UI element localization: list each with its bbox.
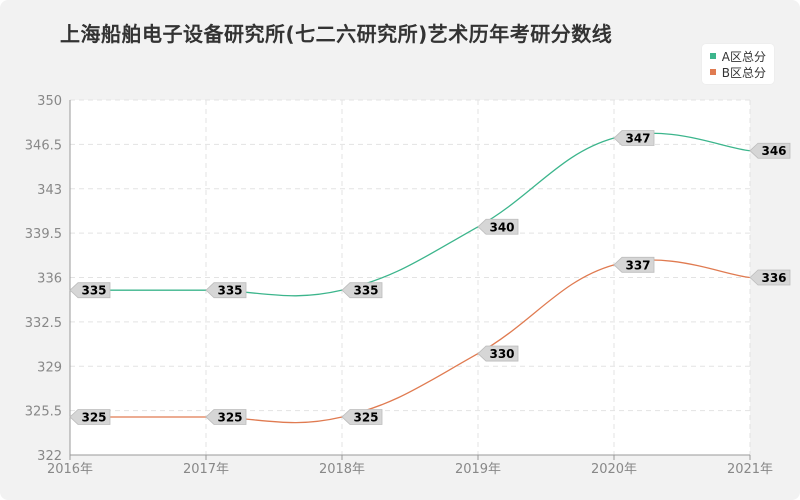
legend-label-a: A区总分: [721, 49, 766, 64]
data-label: 330: [477, 345, 519, 362]
y-tick-label: 325.5: [25, 405, 62, 420]
data-label-text: 337: [625, 258, 650, 272]
data-label: 340: [477, 218, 519, 235]
data-label-text: 336: [761, 271, 786, 285]
chart-title: 上海船舶电子设备研究所(七二六研究所)艺术历年考研分数线: [60, 22, 613, 46]
y-tick-label: 346.5: [25, 138, 62, 153]
data-label: 335: [205, 282, 247, 299]
y-tick-label: 329: [37, 360, 62, 375]
data-label-text: 325: [81, 410, 106, 424]
data-label-box: [205, 282, 247, 299]
data-label: 337: [613, 256, 655, 273]
data-label-text: 335: [353, 284, 378, 298]
data-label: 335: [69, 282, 111, 299]
data-label-text: 340: [489, 220, 514, 234]
data-label-box: [341, 409, 383, 425]
y-tick-label: 336: [37, 272, 62, 287]
legend-item-a[interactable]: A区总分: [709, 48, 766, 64]
data-labels: 335 335 335 340 347 346 325 325 325 330 337 336: [69, 130, 791, 425]
legend: A区总分 B区总分: [701, 44, 774, 84]
x-tick-label: 2021年: [727, 462, 773, 477]
data-label: 325: [205, 409, 247, 425]
y-tick-label: 332.5: [25, 316, 62, 331]
data-label: 346: [749, 142, 791, 159]
data-label-text: 330: [489, 347, 514, 361]
data-label: 336: [749, 269, 791, 286]
data-label-text: 325: [217, 410, 242, 424]
data-label: 335: [341, 282, 383, 299]
legend-swatch-a: [709, 53, 716, 59]
data-label-text: 347: [625, 132, 650, 146]
x-tick-label: 2019年: [455, 462, 501, 477]
data-label-box: [749, 142, 791, 159]
data-label-box: [341, 282, 383, 299]
legend-label-b: B区总分: [721, 65, 766, 80]
data-label-text: 335: [217, 284, 242, 298]
x-tick-label: 2016年: [47, 462, 93, 477]
x-tick-label: 2018年: [319, 462, 365, 477]
data-label-box: [613, 256, 655, 273]
y-tick-label: 350: [37, 94, 62, 109]
x-tick-label: 2017年: [183, 462, 229, 477]
data-label-text: 325: [353, 410, 378, 424]
data-label-box: [69, 409, 111, 425]
legend-swatch-b: [709, 69, 716, 75]
y-tick-label: 339.5: [25, 227, 62, 242]
plot-area: [70, 100, 750, 455]
data-label-text: 335: [81, 284, 106, 298]
y-tick-label: 343: [37, 183, 62, 198]
data-label-box: [613, 130, 655, 146]
axes: 322 325.5 329 332.5 336 339.5 343 346.5 350 2016年…: [25, 94, 773, 477]
data-label: 347: [613, 130, 655, 146]
data-label-box: [205, 409, 247, 425]
data-label-text: 346: [761, 144, 786, 158]
data-label-box: [477, 345, 519, 362]
legend-item-b[interactable]: B区总分: [709, 64, 766, 80]
data-label-box: [69, 282, 111, 299]
data-label: 325: [341, 409, 383, 425]
data-label-box: [477, 218, 519, 235]
data-label-box: [749, 269, 791, 286]
x-tick-label: 2020年: [591, 462, 637, 477]
y-tick-label: 322: [37, 449, 62, 464]
data-label: 325: [69, 409, 111, 425]
